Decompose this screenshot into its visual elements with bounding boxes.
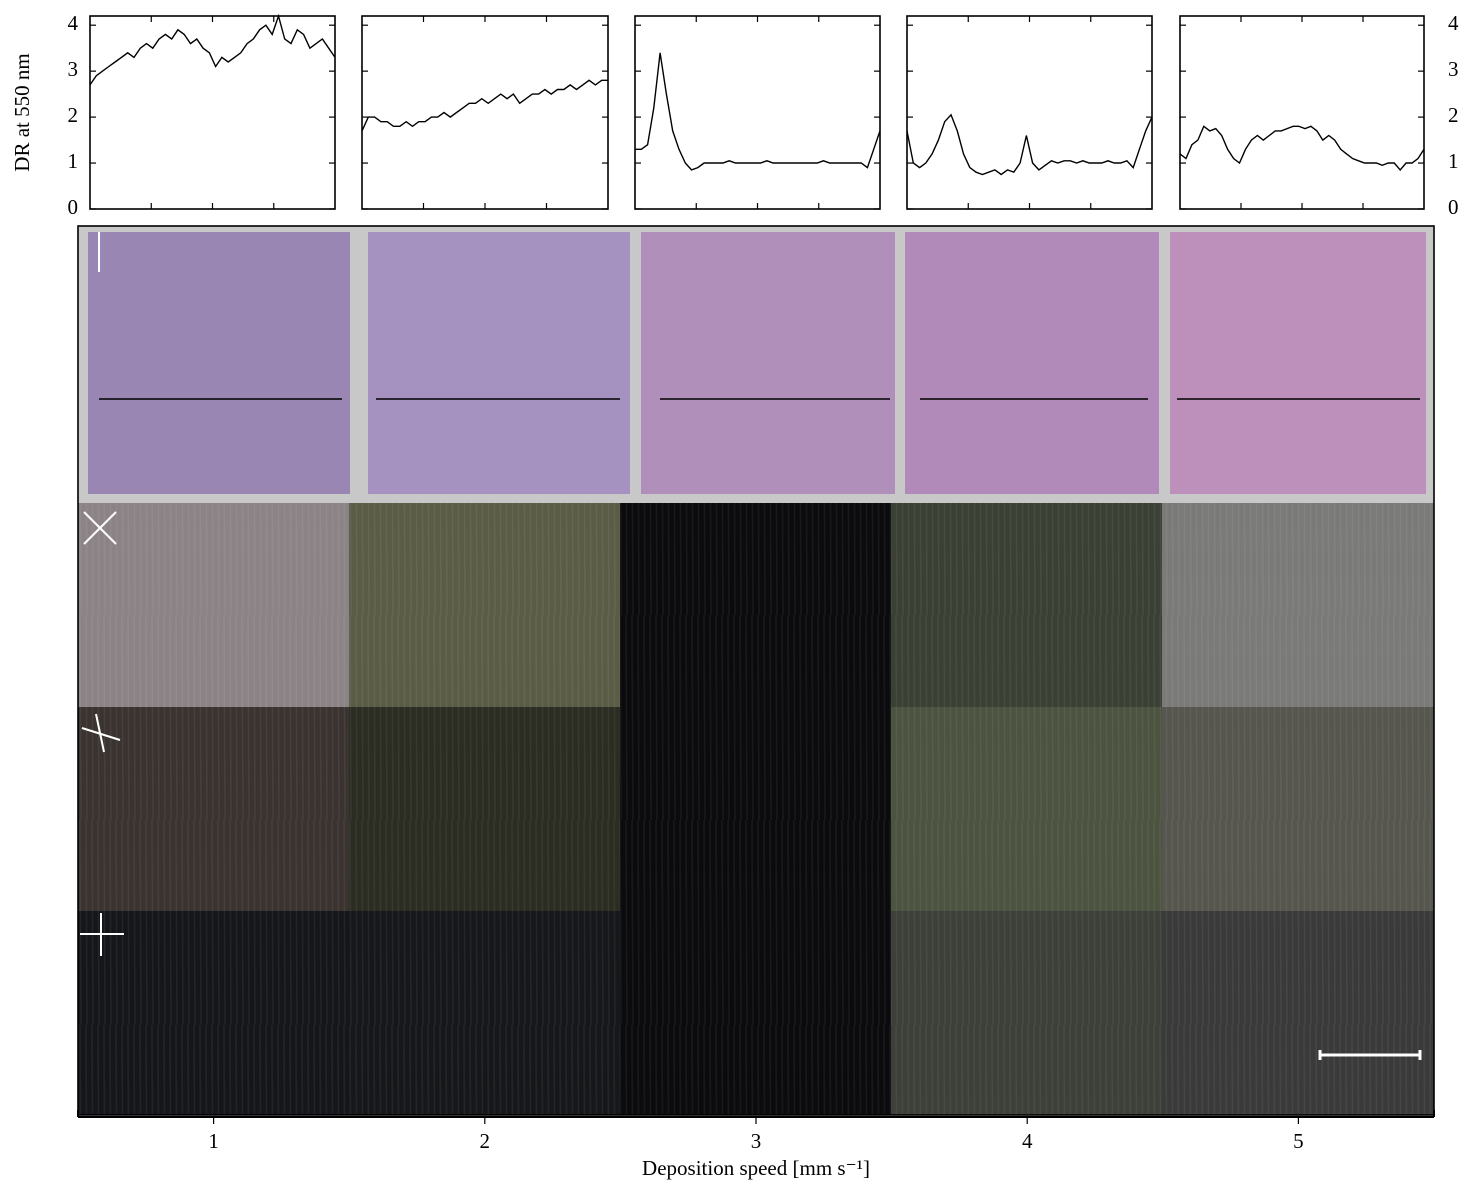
y-axis-label: DR at 550 nm xyxy=(10,53,34,171)
sample-photo xyxy=(368,232,630,494)
y-tick-label: 0 xyxy=(68,195,79,219)
data-line xyxy=(635,52,881,171)
x-axis-label: Deposition speed [mm s⁻¹] xyxy=(642,1156,870,1180)
sample-photo xyxy=(641,232,895,494)
y-tick-label: 3 xyxy=(1448,57,1459,81)
x-tick-label: 5 xyxy=(1293,1129,1304,1153)
x-tick-label: 1 xyxy=(208,1129,219,1153)
x-tick-label: 2 xyxy=(480,1129,491,1153)
plot-frame xyxy=(1179,15,1425,210)
data-line xyxy=(1179,125,1425,171)
data-line xyxy=(89,13,336,86)
panel-frame xyxy=(77,225,1435,1116)
plot-frame xyxy=(89,15,336,210)
x-tick-label: 3 xyxy=(751,1129,762,1153)
sample-photo xyxy=(88,232,350,494)
micrograph-panel xyxy=(77,225,1435,1116)
polarizer-icons xyxy=(80,232,1422,1060)
data-line xyxy=(906,113,1153,176)
y-tick-label: 2 xyxy=(1448,103,1459,127)
plot-frame xyxy=(361,15,609,210)
y-tick-label: 2 xyxy=(68,103,79,127)
texture xyxy=(78,503,1434,1115)
y-tick-label: 1 xyxy=(68,149,79,173)
sample-photo xyxy=(905,232,1159,494)
y-tick-label: 1 xyxy=(1448,149,1459,173)
y-tick-label: 4 xyxy=(1448,11,1459,35)
plot-frame xyxy=(634,15,881,210)
y-tick-label: 4 xyxy=(68,11,79,35)
y-tick-label: 0 xyxy=(1448,195,1459,219)
x-tick-label: 4 xyxy=(1022,1129,1033,1153)
data-line xyxy=(361,79,608,132)
sample-photo xyxy=(1170,232,1426,494)
y-tick-label: 3 xyxy=(68,57,79,81)
plot-frame xyxy=(906,15,1153,210)
